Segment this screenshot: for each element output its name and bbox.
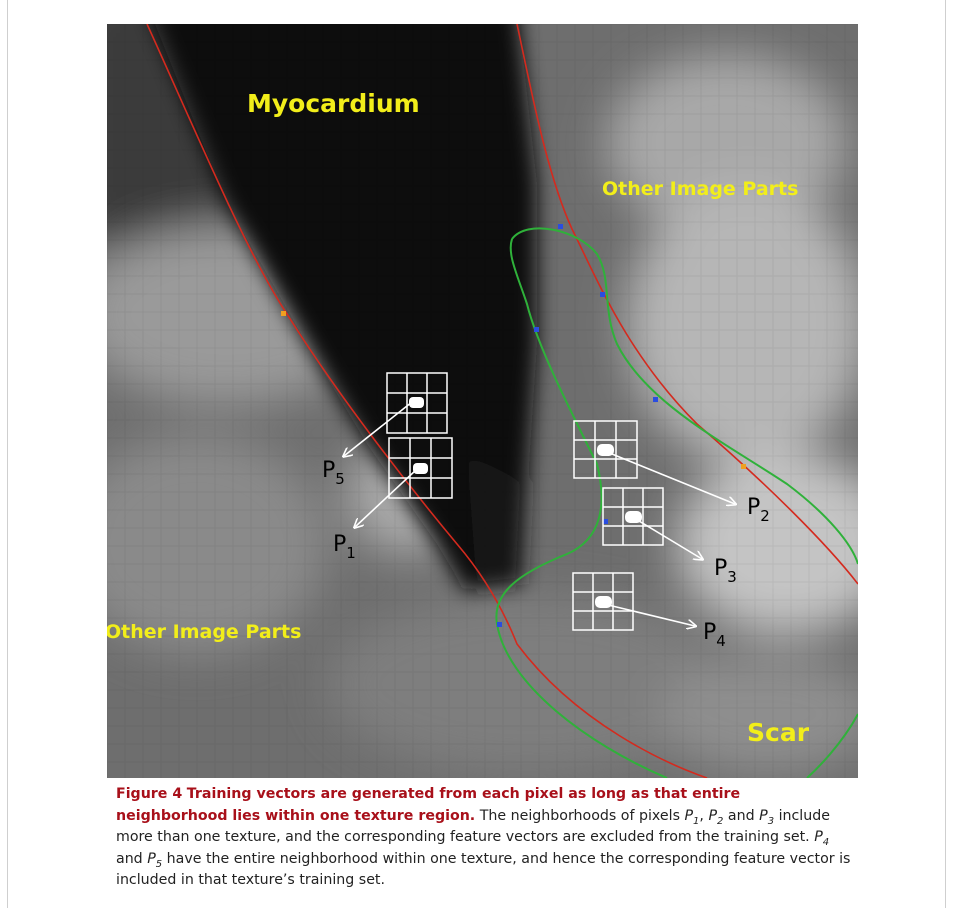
red-contour-left [146,24,708,778]
contour-marker [600,292,605,297]
arrow-p3 [633,517,702,559]
contour-marker [653,397,658,402]
caption-p1: P1 [684,807,700,827]
red-contour-right [516,24,858,585]
caption-text-3: have the entire neighborhood within one … [116,850,851,889]
point-label-p4: P4 [703,620,726,650]
caption-p4: P4 [814,829,830,848]
caption-p2: P2 [708,807,724,827]
green-contour [495,227,858,778]
caption-text-2: include more than one texture, and the c… [116,807,830,846]
page-border-left [7,0,8,908]
caption-title: Training vectors are generated from each… [116,786,741,824]
neighborhood-grid-p5 [386,372,448,434]
label-scar: Scar [747,718,810,747]
contour-marker [281,311,286,316]
point-label-p5: P5 [322,458,345,488]
arrow-p4 [603,603,695,626]
contour-marker [534,327,539,332]
arrow-p1 [355,469,417,527]
contour-marker [497,622,502,627]
arrow-p2 [606,451,735,504]
caption-text-1: The neighborhoods of pixels [479,807,680,824]
point-label-p1: P1 [333,532,356,562]
page-border-right [945,0,946,908]
caption-figure-label: Figure 4 [116,786,183,802]
caption-p3: P3 [759,807,775,827]
label-myocardium: Myocardium [247,89,420,118]
neighborhood-grid-p1 [388,437,453,499]
contour-marker [558,224,563,229]
label-other-image-parts-left: Other Image Parts [107,621,301,643]
label-other-image-parts-top: Other Image Parts [602,178,798,200]
contour-marker [741,464,746,469]
neighborhood-grid-p4 [572,572,634,631]
figure-caption: Figure 4 Training vectors are generated … [116,786,851,889]
contour-marker [603,519,608,524]
figure-image: Myocardium Other Image Parts Other Image… [107,24,858,778]
caption-p5: P5 [147,850,163,870]
point-label-p2: P2 [747,495,770,525]
arrow-p5 [344,401,413,456]
point-label-p3: P3 [714,556,737,586]
